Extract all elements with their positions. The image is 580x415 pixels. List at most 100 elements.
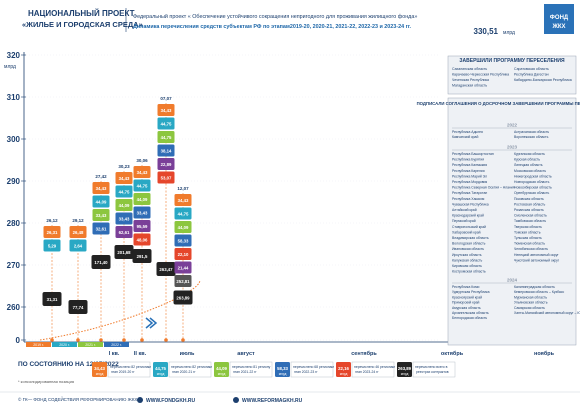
project-name: «ЖИЛЬЕ И ГОРОДСКАЯ СРЕДА» xyxy=(22,20,143,29)
region: Ненецкий автономный округ xyxy=(514,253,559,257)
total-box xyxy=(91,255,111,269)
total-box xyxy=(42,292,62,306)
region: Ивановская область xyxy=(452,247,484,251)
region: Томская область xyxy=(514,230,541,234)
stage-box xyxy=(115,212,133,225)
legend-frame xyxy=(290,361,334,378)
stage-box xyxy=(133,166,151,178)
stage-box xyxy=(115,172,133,184)
legend-swatch xyxy=(275,362,290,377)
period-band xyxy=(26,342,51,347)
region: Алтайский край xyxy=(452,208,477,212)
axis-unit: млрд xyxy=(4,64,16,70)
total-box xyxy=(156,262,176,276)
pin xyxy=(50,338,54,342)
region: Республика Карелия xyxy=(452,169,485,173)
box-value: 44,75 xyxy=(119,190,130,195)
region: Республика Дагестан xyxy=(514,73,549,77)
box-value: 34,43 xyxy=(178,198,189,203)
box-value: 34,43 xyxy=(161,108,172,113)
y-tick-label: 300 xyxy=(7,135,21,144)
region: Ростовская область xyxy=(514,202,546,206)
stage-box xyxy=(92,182,110,194)
region: Московская область xyxy=(514,169,546,173)
region: Мурманская область xyxy=(514,295,547,299)
box-value: 53,07 xyxy=(161,176,172,181)
box-value: 44,75 xyxy=(137,184,148,189)
box-value: 44,75 xyxy=(178,212,189,217)
box-value: 58,33 xyxy=(178,239,189,244)
legend-text: перечислено 81 региону этап 2021-22 гг xyxy=(232,365,271,374)
box-value: 38,14 xyxy=(161,149,172,154)
region: Нижегородская область xyxy=(514,174,552,178)
region: Ставропольский край xyxy=(452,225,486,229)
region: Тюменская область xyxy=(514,242,545,246)
box-value: 33,43 xyxy=(137,211,148,216)
legend-unit: млрд xyxy=(340,372,348,376)
legend-text: перечислено 68 регионам этап 2022-23 гг xyxy=(293,365,335,374)
box-value: 33,43 xyxy=(96,213,107,218)
stage-box xyxy=(133,233,151,246)
month-label: II кв. xyxy=(134,351,147,357)
region: Курская область xyxy=(514,158,540,162)
region: Республика Башкортостан xyxy=(452,152,494,156)
region: Тамбовская область xyxy=(514,219,546,223)
period-band xyxy=(52,342,77,347)
y-tick-label: 290 xyxy=(7,177,21,186)
legend-unit: млрд xyxy=(96,372,104,376)
region: Кабардино-Балкарская Республика xyxy=(514,78,572,82)
region: Республика Коми xyxy=(452,285,480,289)
stage-box xyxy=(69,226,87,238)
stage-box xyxy=(174,194,192,206)
pin xyxy=(181,338,185,342)
region: Амурская область xyxy=(452,306,481,310)
legend-frame xyxy=(412,361,456,378)
stage-box xyxy=(174,261,192,274)
subtitle: Динамика перечисления средств субъектам … xyxy=(133,23,412,30)
month-label: октябрь xyxy=(441,350,464,357)
region: Республика Татарстан xyxy=(452,191,487,195)
legend-text: перечислено 46 регионам этап 2023-24 гг xyxy=(354,365,396,374)
month-label: август xyxy=(237,351,255,357)
box-value: 44,09 xyxy=(96,200,107,205)
legend-swatch xyxy=(153,362,168,377)
box-value: 34,43 xyxy=(119,176,130,181)
region: Архангельская область xyxy=(452,311,489,315)
region: Чувашская Республика xyxy=(452,202,489,206)
total-box xyxy=(132,249,152,263)
legend-value: 44,09 xyxy=(216,366,227,371)
legend-value: 22,16 xyxy=(338,366,349,371)
region: Пермский край xyxy=(452,219,476,223)
region: Сахалинская область xyxy=(452,67,487,71)
stage-box xyxy=(157,117,175,130)
region: Псковская область xyxy=(514,197,544,201)
box-value: 26,31 xyxy=(47,230,58,235)
project-label: НАЦИОНАЛЬНЫЙ ПРОЕКТ xyxy=(28,9,135,18)
region: Оренбургская область xyxy=(514,191,550,195)
region: Липецкая область xyxy=(514,163,543,167)
stage-box xyxy=(157,131,175,143)
total: 330,51 xyxy=(474,27,499,36)
web-icon xyxy=(233,397,239,403)
total-box xyxy=(173,290,193,305)
region: Республика Калмыкия xyxy=(452,163,487,167)
column-label: 12,07 xyxy=(177,186,189,191)
legend-text: перечислено всего в реестрах контрактов xyxy=(415,365,449,374)
stage-box xyxy=(115,226,133,238)
stage-box xyxy=(133,193,151,205)
legend-value: 263,89 xyxy=(398,366,412,371)
box-value: 22,89 xyxy=(161,162,172,167)
region: Приморский край xyxy=(452,301,479,305)
column-label: 30,23 xyxy=(118,164,130,169)
region: Чукотский автономный округ xyxy=(514,258,560,262)
region: Ульяновская область xyxy=(514,301,548,305)
box-value: 5,29 xyxy=(48,244,57,249)
box-value: 2,64 xyxy=(74,244,83,249)
region: Республика Мордовия xyxy=(452,180,487,184)
legend-unit: млрд xyxy=(401,372,409,376)
stage-box xyxy=(43,226,61,238)
pin xyxy=(76,338,80,342)
note: * консолидированная позиция xyxy=(18,379,74,384)
panel-title: ЗАВЕРШИЛИ ПРОГРАММУ ПЕРЕСЕЛЕНИЯ xyxy=(459,58,565,64)
